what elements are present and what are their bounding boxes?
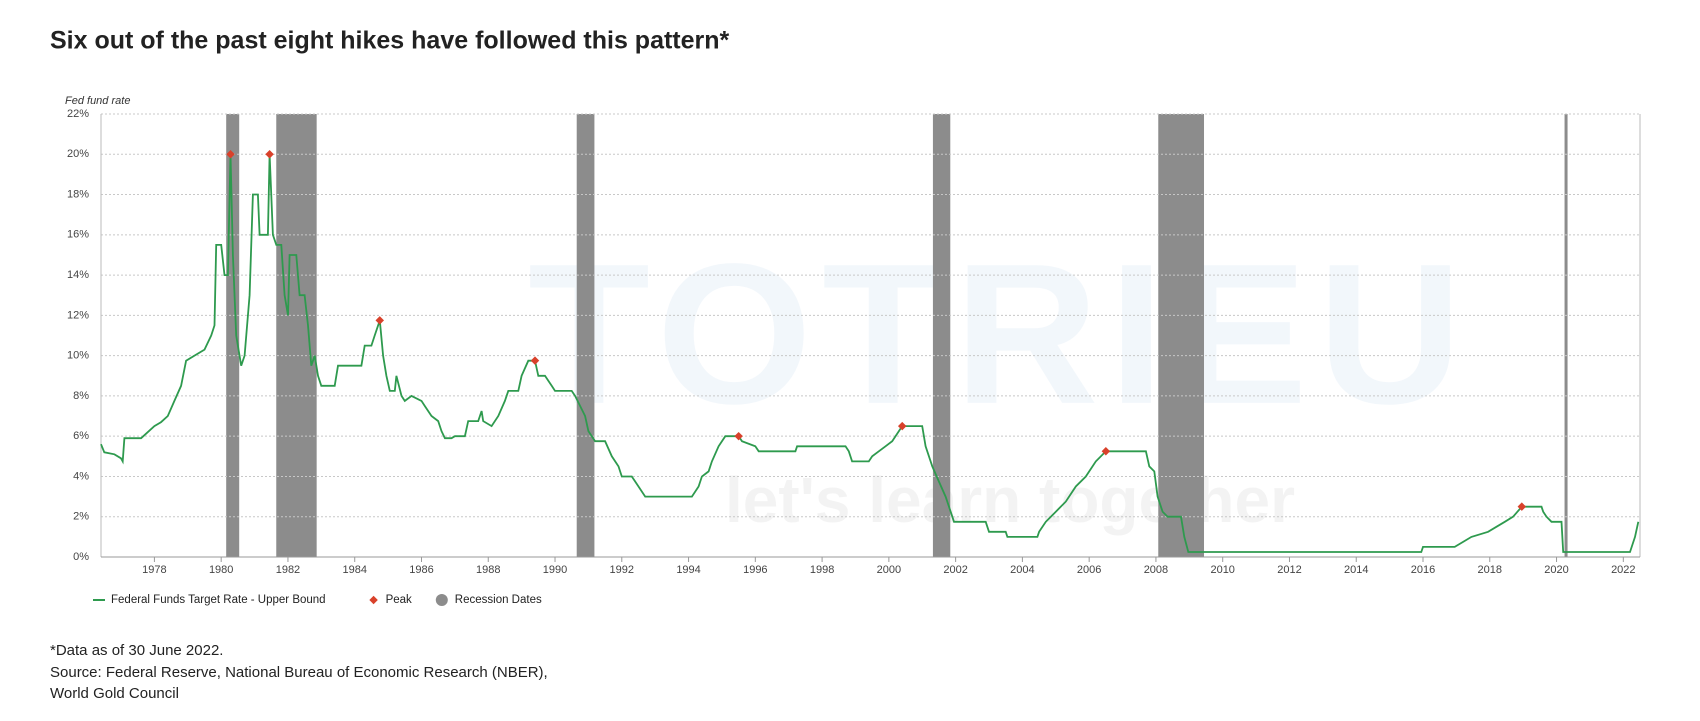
y-tick-label: 10%: [67, 350, 89, 362]
legend-swatch: [435, 594, 448, 606]
x-tick-label: 2002: [943, 564, 967, 576]
x-tick-label: 2006: [1077, 564, 1101, 576]
watermark: let's learn together: [725, 464, 1295, 536]
legend-swatch: [369, 595, 378, 605]
chart-title: Six out of the past eight hikes have fol…: [50, 27, 730, 55]
y-tick-label: 6%: [73, 430, 89, 442]
x-tick-label: 2016: [1411, 564, 1435, 576]
legend-label: Recession Dates: [455, 594, 542, 606]
x-tick-label: 2014: [1344, 564, 1368, 576]
footnote: *Data as of 30 June 2022.: [50, 642, 223, 659]
x-tick-label: 2010: [1210, 564, 1234, 576]
peak-marker: [265, 150, 274, 159]
x-tick-label: 1996: [743, 564, 767, 576]
rate-line: [100, 154, 1640, 553]
y-tick-label: 12%: [67, 309, 89, 321]
x-tick-label: 1982: [276, 564, 300, 576]
x-tick-label: 1992: [610, 564, 634, 576]
y-tick-label: 4%: [73, 470, 89, 482]
watermark: TOTRIEU: [528, 223, 1472, 446]
source: Source: Federal Reserve, National Bureau…: [50, 664, 548, 681]
y-tick-label: 14%: [67, 269, 89, 281]
source: World Gold Council: [50, 685, 179, 702]
recession-band: [1158, 114, 1205, 557]
recession-band: [576, 114, 595, 557]
y-tick-label: 8%: [73, 390, 89, 402]
x-tick-label: 1990: [543, 564, 567, 576]
y-tick-label: 2%: [73, 511, 89, 523]
x-tick-label: 1980: [209, 564, 233, 576]
x-tick-label: 1998: [810, 564, 834, 576]
recession-band: [276, 114, 317, 557]
peak-marker: [734, 431, 743, 441]
x-tick-label: 1986: [409, 564, 433, 576]
x-tick-label: 1994: [676, 564, 700, 576]
peak-marker: [1517, 502, 1527, 511]
recession-band: [932, 114, 951, 557]
x-tick-label: 2012: [1277, 564, 1301, 576]
legend-label: Peak: [386, 594, 412, 606]
x-tick-label: 2008: [1144, 564, 1168, 576]
y-tick-label: 22%: [67, 108, 89, 120]
y-tick-label: 16%: [67, 229, 89, 241]
peak-marker: [226, 150, 235, 159]
y-tick-label: 0%: [73, 551, 89, 563]
recession-band: [1564, 114, 1568, 557]
legend-label: Federal Funds Target Rate - Upper Bound: [111, 594, 326, 606]
recession-band: [226, 114, 240, 557]
peak-marker: [530, 356, 540, 365]
x-tick-label: 2018: [1478, 564, 1502, 576]
y-axis-label: Fed fund rate: [65, 95, 130, 107]
x-tick-label: 1984: [342, 564, 366, 576]
x-tick-label: 2000: [877, 564, 901, 576]
y-tick-label: 20%: [67, 148, 89, 160]
peak-marker: [375, 316, 384, 325]
y-tick-label: 18%: [67, 188, 89, 200]
x-tick-label: 1978: [142, 564, 166, 576]
x-tick-label: 2020: [1544, 564, 1568, 576]
x-tick-label: 2004: [1010, 564, 1034, 576]
x-tick-label: 2022: [1611, 564, 1635, 576]
peak-marker: [1101, 447, 1111, 456]
peak-marker: [897, 421, 907, 431]
x-tick-label: 1988: [476, 564, 500, 576]
